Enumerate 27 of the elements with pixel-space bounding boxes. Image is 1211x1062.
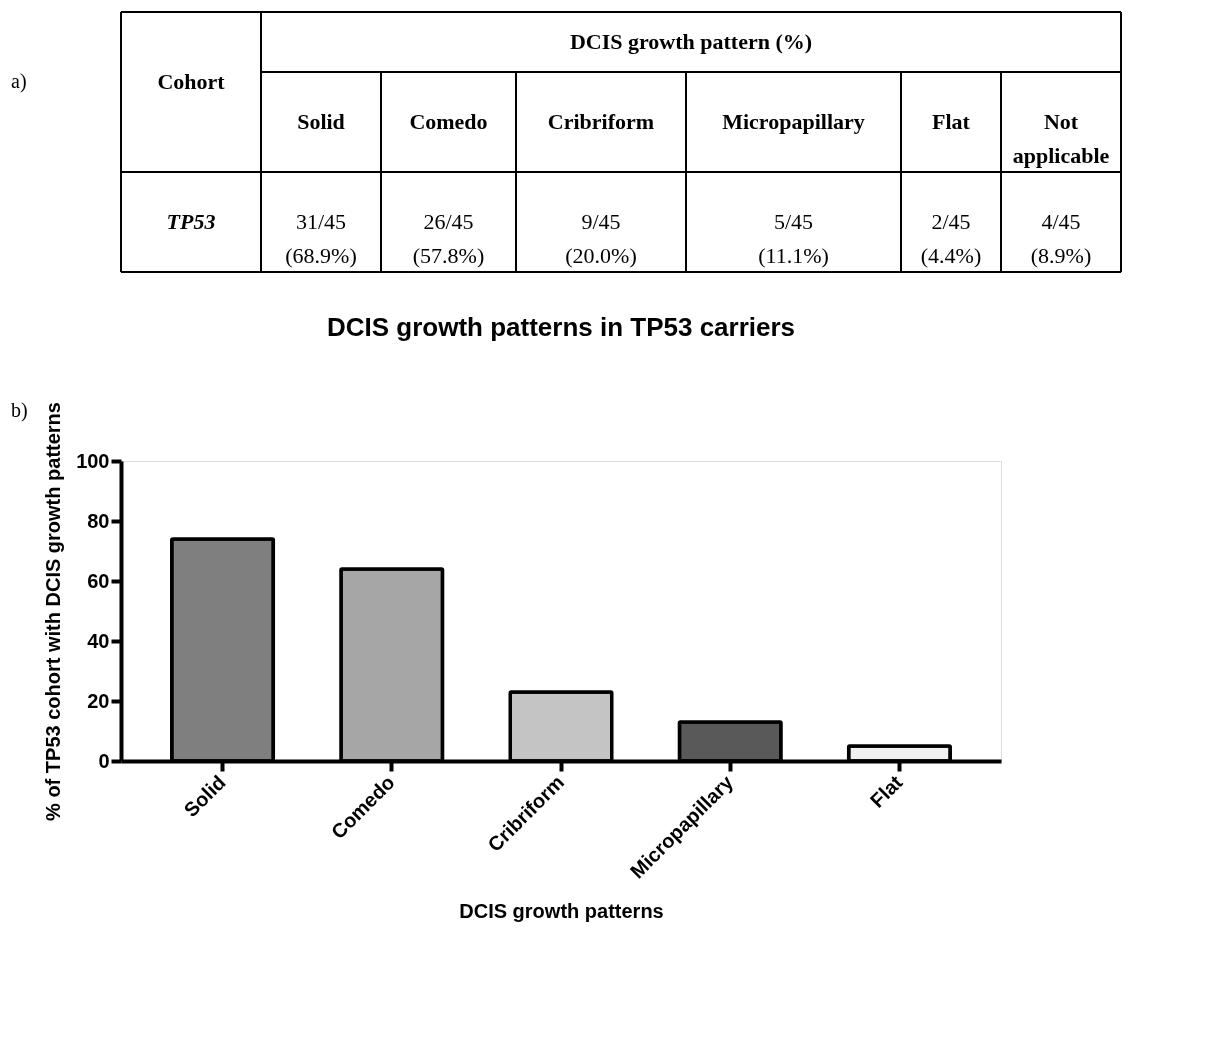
text: DCIS growth pattern (%) [569,29,813,54]
y-tick-label: 40 [87,629,110,652]
x-tick-label: Flat [865,770,907,812]
y-axis-title: % of TP53 cohort with DCIS growth patterns [42,402,65,821]
category-label: Micropapillary [722,109,865,134]
text: 9/45 (20.0%) [565,209,637,268]
text: 26/45 (57.8%) [412,209,485,268]
category-label: Solid [297,109,345,134]
y-tick-label: 100 [76,449,110,472]
text: 5/45 (11.1%) [758,209,829,268]
category-label: Comedo [409,109,488,134]
category-label: Cribriform [547,109,655,134]
text: a) [11,70,27,93]
category-label: Flat [932,109,971,134]
y-tick-label: 80 [87,509,110,532]
y-tick-label: 20 [87,689,110,712]
x-axis-title: DCIS growth patterns [459,900,664,923]
y-tick-label: 0 [98,749,110,772]
category-label: TP53 [166,209,216,234]
text: 4/45 (8.9%) [1030,209,1092,268]
text: Cohort [157,69,226,94]
text: 2/45 (4.4%) [920,209,982,268]
chart-title: DCIS growth patterns in TP53 carriers [326,312,796,342]
text: b) [11,399,28,422]
text: 31/45 (68.9%) [285,209,357,268]
y-tick-label: 60 [87,569,110,592]
category-label: Not applicable [1012,109,1110,168]
